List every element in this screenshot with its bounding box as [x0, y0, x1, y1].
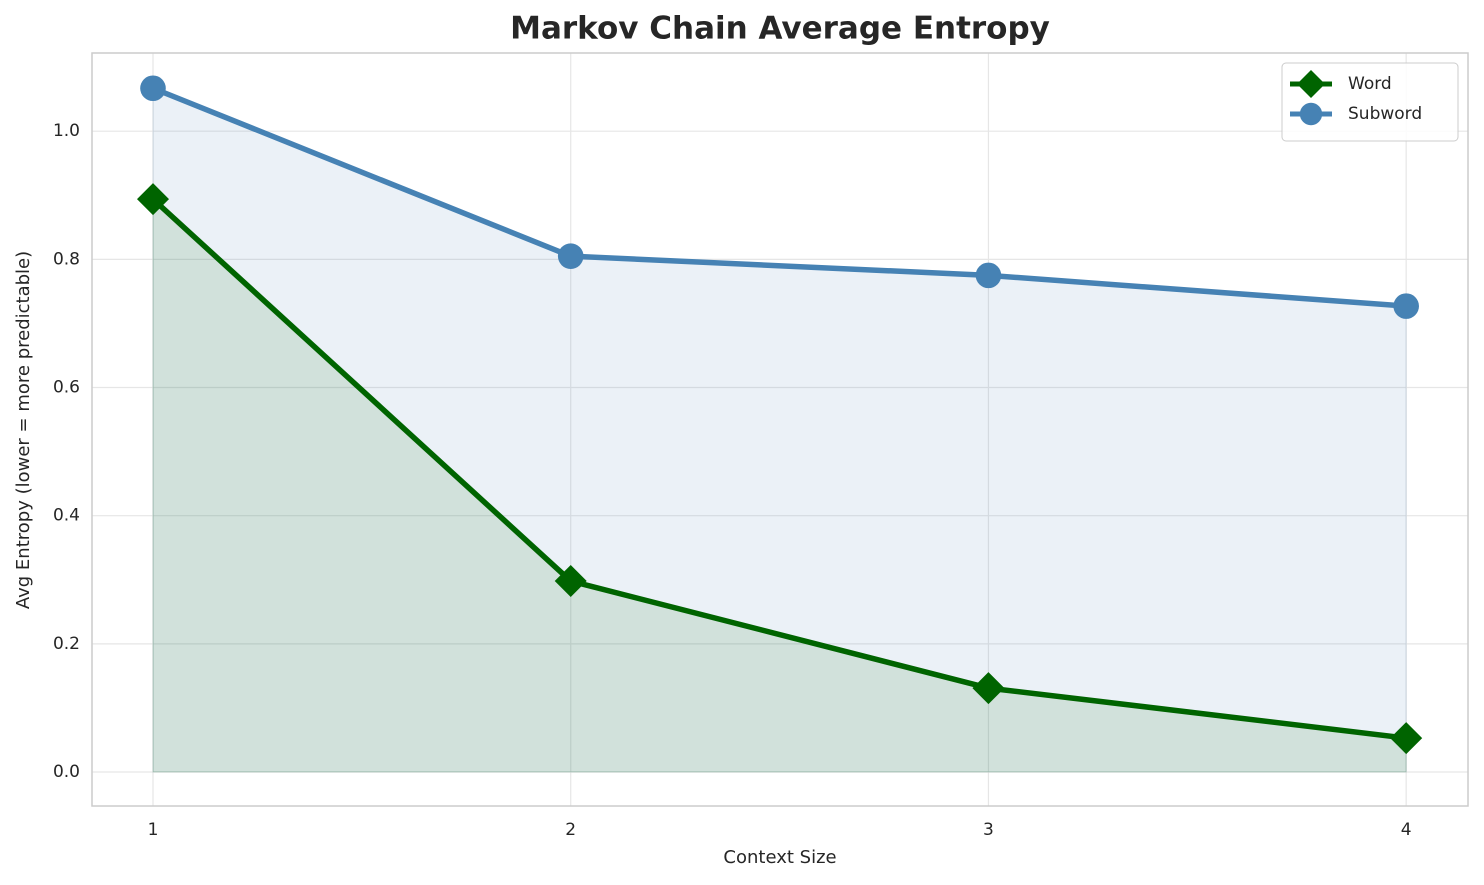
plot-frame — [91, 52, 1469, 807]
legend: Word Subword — [1281, 62, 1459, 142]
marker — [136, 183, 169, 216]
x-tick-label: 1 — [148, 820, 159, 840]
y-tick-label: 1.0 — [53, 121, 80, 141]
marker — [972, 672, 1005, 705]
x-tick-label: 4 — [1401, 820, 1412, 840]
legend-label: Word — [1348, 74, 1392, 94]
line — [151, 197, 1407, 741]
y-tick-label: 0.4 — [53, 506, 80, 526]
line — [151, 85, 1407, 309]
y-tick-label: 0.6 — [53, 378, 80, 398]
x-axis-label: Context Size — [723, 847, 836, 868]
grid — [92, 53, 1468, 806]
legend-label: Subword — [1348, 104, 1422, 124]
marker — [1390, 722, 1423, 755]
chart-title: Markov Chain Average Entropy — [510, 11, 1050, 47]
legend-marker — [1297, 70, 1325, 98]
marker — [554, 565, 587, 598]
x-tick-label: 2 — [565, 820, 576, 840]
marker — [557, 243, 584, 269]
y-tick-label: 0.2 — [53, 634, 80, 654]
x-tick-label: 3 — [983, 820, 994, 840]
marker — [140, 75, 166, 102]
marker — [1393, 293, 1419, 319]
marker — [975, 262, 1002, 289]
y-tick-label: 0.8 — [53, 249, 80, 269]
y-axis-label: Avg Entropy (lower = more predictable) — [13, 251, 34, 609]
y-tick-label: 0.0 — [53, 762, 80, 782]
legend-marker — [1299, 102, 1323, 126]
